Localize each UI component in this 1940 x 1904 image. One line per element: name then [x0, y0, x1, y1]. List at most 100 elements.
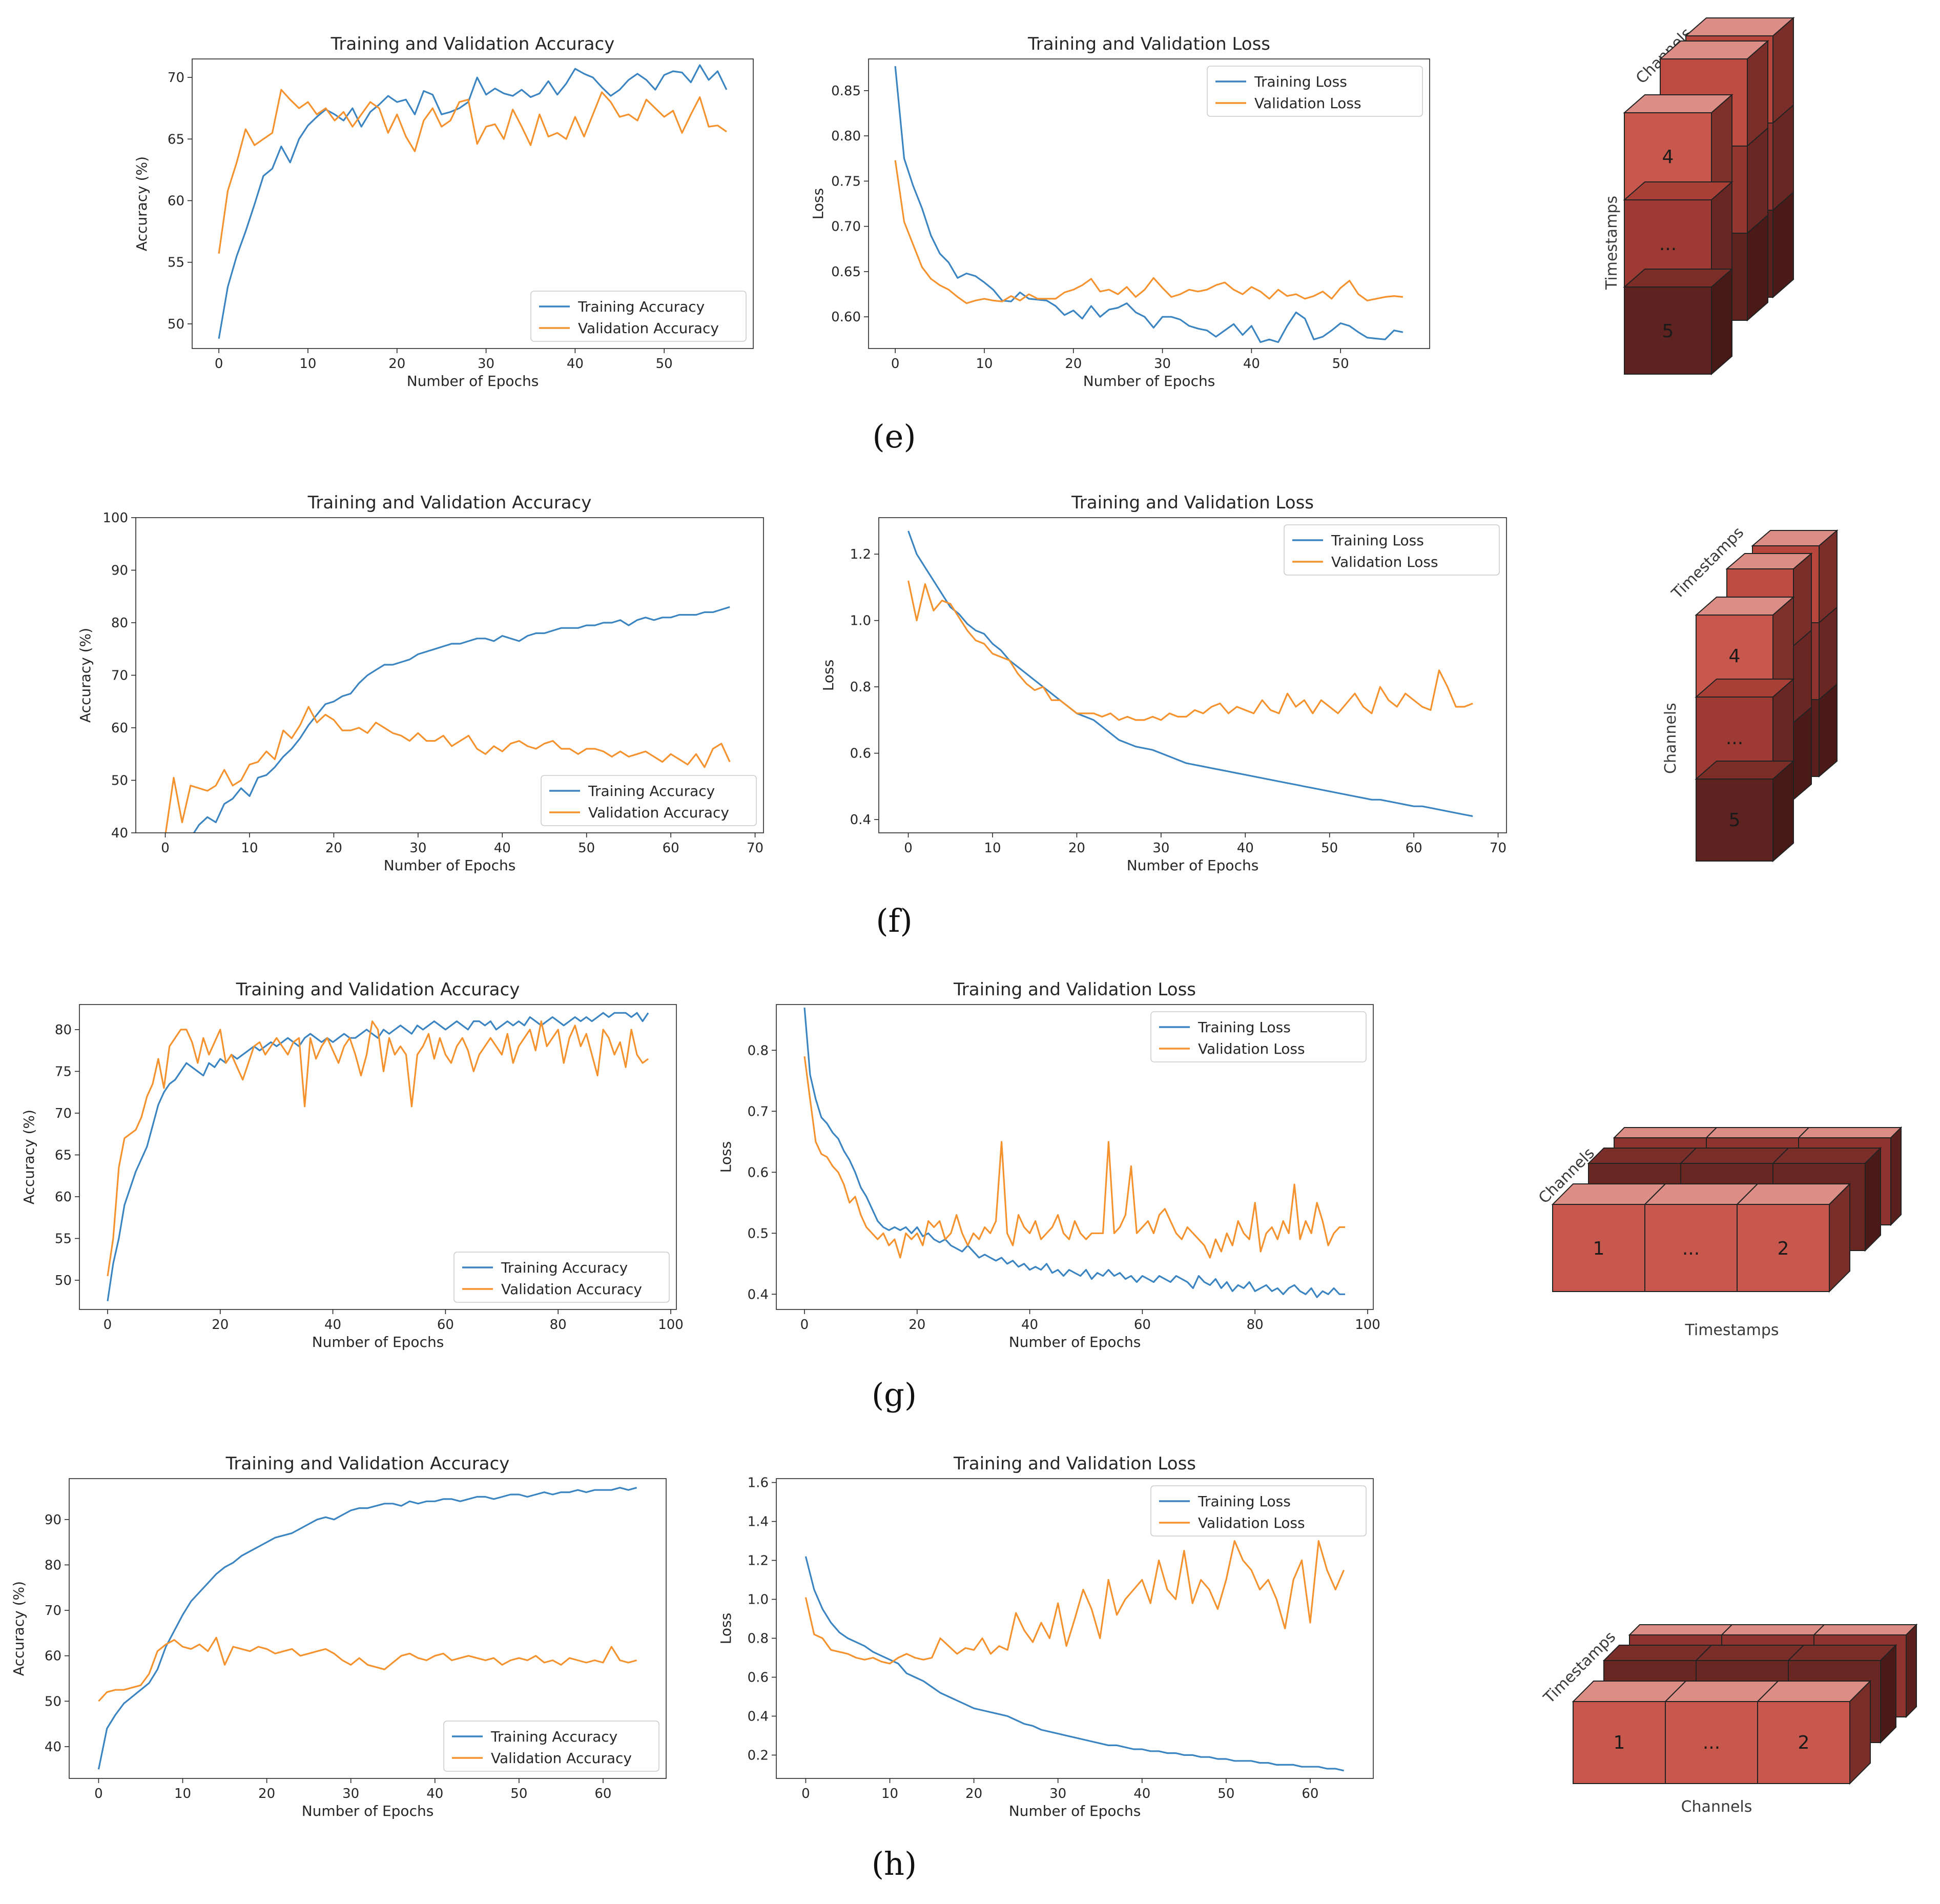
y-axis-label: Loss [820, 660, 837, 691]
y-tick-label: 0.7 [748, 1104, 769, 1119]
caption-h: (h) [871, 1845, 917, 1882]
chart-f-loss: Training and Validation Loss 0 10 20 30 40 50 6… [820, 487, 1517, 882]
chart-h-accuracy-svg: Training and Validation Accuracy 0 10 20 30 4… [10, 1453, 667, 1819]
plot-frame [868, 58, 1430, 349]
cube-cell-right [1757, 1701, 1850, 1784]
legend-label-validation: Validation Accuracy [491, 1750, 632, 1767]
chart-g-accuracy-svg: Training and Validation Accuracy 0 20 40 60 8… [20, 979, 684, 1350]
cube-cell-top-label: 4 [1662, 147, 1674, 168]
y-tick-label: 0.2 [748, 1748, 769, 1763]
plot-frame [878, 517, 1507, 833]
chart-legend: Training Loss Validation Loss [1150, 1485, 1367, 1537]
chart-e-loss-svg: Training and Validation Loss 0 10 20 30 40 50 0… [810, 34, 1430, 390]
y-tick-label: 50 [55, 1273, 72, 1288]
y-axis-label: Accuracy (%) [20, 1110, 37, 1204]
cube-grid: 1 ... 2 [1572, 1623, 1918, 1785]
cube-cell-mid [1665, 1701, 1758, 1784]
y-tick-label: 60 [168, 193, 184, 209]
x-tick-label: 30 [342, 1786, 359, 1801]
y-tick-label: 40 [111, 826, 128, 841]
chart-h-loss-svg: Training and Validation Loss 0 10 20 30 40 50 6… [717, 1453, 1374, 1819]
x-tick-label: 40 [494, 841, 511, 856]
cube-cell-right [1737, 1204, 1830, 1292]
x-tick-label: 0 [800, 1317, 809, 1333]
validation-series-line [803, 1056, 1345, 1259]
y-tick-label: 0.8 [748, 1043, 769, 1058]
x-tick-label: 20 [1068, 841, 1085, 856]
y-tick-label: 70 [55, 1106, 72, 1121]
cube-diagram-h-svg: Timestamps Channels [1540, 1623, 1918, 1816]
cube-cell-mid-label: ... [1726, 728, 1743, 749]
x-tick-label: 100 [658, 1317, 684, 1333]
legend-label-validation: Validation Loss [1331, 554, 1438, 570]
x-tick-label: 40 [1243, 356, 1260, 372]
x-tick-label: 30 [1152, 841, 1169, 856]
x-tick-label: 50 [1321, 841, 1338, 856]
validation-series-line [218, 89, 727, 254]
validation-series-line [98, 1636, 637, 1702]
y-axis-label: Accuracy (%) [10, 1581, 27, 1676]
chart-f-accuracy-svg: Training and Validation Accuracy 0 10 20 30 4… [77, 493, 764, 874]
legend-label-validation: Validation Accuracy [501, 1281, 642, 1298]
x-tick-label: 10 [976, 356, 993, 372]
x-tick-label: 40 [324, 1317, 341, 1333]
y-tick-label: 50 [111, 773, 128, 789]
y-tick-label: 60 [111, 721, 128, 736]
x-tick-label: 40 [1133, 1786, 1150, 1801]
plot-frame [776, 1004, 1374, 1310]
plot-frame [776, 1478, 1374, 1779]
validation-series-line [804, 1540, 1345, 1665]
y-tick-label: 0.6 [850, 746, 871, 762]
x-tick-label: 60 [437, 1317, 454, 1333]
legend-label-training: Training Accuracy [501, 1259, 628, 1276]
chart-e-accuracy: Training and Validation Accuracy 0 10 20 30 4… [133, 28, 763, 397]
cube-diagram-e: Channels Timestamps [1583, 16, 1850, 400]
cube-diagram-g: Channels Timestamps [1532, 1122, 1922, 1358]
y-tick-label: 0.4 [748, 1287, 769, 1302]
x-axis-label: Number of Epochs [312, 1334, 444, 1350]
cube-cell-right-label: 2 [1798, 1732, 1810, 1753]
y-tick-label: 0.65 [831, 264, 861, 280]
y-tick-label: 75 [55, 1064, 72, 1079]
x-tick-label: 70 [747, 841, 763, 856]
legend-label-validation: Validation Loss [1254, 95, 1361, 112]
x-axis-label: Number of Epochs [1127, 857, 1259, 874]
cube-cell-left-label: 1 [1593, 1238, 1605, 1259]
x-tick-label: 30 [1154, 356, 1171, 372]
y-tick-label: 90 [45, 1512, 61, 1528]
y-tick-label: 0.4 [850, 812, 871, 828]
cube-diagram-f: Timestamps Channels [1650, 523, 1865, 876]
chart-h-loss: Training and Validation Loss 0 10 20 30 40 50 6… [717, 1448, 1384, 1827]
y-tick-label: 70 [168, 70, 184, 86]
y-tick-label: 0.80 [831, 129, 861, 144]
y-tick-label: 1.4 [748, 1514, 769, 1530]
chart-title: Training and Validation Accuracy [225, 1453, 510, 1474]
chart-g-loss: Training and Validation Loss 0 20 40 60 80 100… [717, 974, 1384, 1358]
y-tick-label: 60 [45, 1649, 61, 1664]
y-tick-label: 40 [45, 1739, 61, 1755]
x-tick-label: 0 [94, 1786, 103, 1801]
chart-f-accuracy: Training and Validation Accuracy 0 10 20 30 4… [77, 487, 774, 882]
caption-g: (g) [871, 1376, 917, 1414]
validation-series-line [164, 706, 731, 833]
cube-stack: 4 ... 5 [1623, 16, 1795, 376]
y-tick-label: 0.6 [748, 1670, 769, 1685]
chart-legend: Training Accuracy Validation Accuracy [530, 291, 747, 342]
chart-e-accuracy-svg: Training and Validation Accuracy 0 10 20 30 4… [133, 34, 754, 390]
x-tick-label: 60 [1134, 1317, 1151, 1333]
x-tick-label: 20 [388, 356, 405, 372]
legend-label-validation: Validation Accuracy [578, 320, 719, 337]
x-tick-label: 10 [881, 1786, 898, 1801]
plot-frame [69, 1478, 667, 1779]
x-tick-label: 40 [1237, 841, 1254, 856]
chart-f-loss-svg: Training and Validation Loss 0 10 20 30 40 50 6… [820, 493, 1507, 874]
validation-series-line [107, 1020, 649, 1277]
legend-box [1284, 524, 1500, 576]
y-tick-label: 0.4 [748, 1709, 769, 1724]
y-tick-label: 80 [111, 616, 128, 631]
chart-title: Training and Validation Loss [1027, 34, 1270, 54]
legend-box [1207, 66, 1423, 117]
x-tick-label: 20 [258, 1786, 275, 1801]
y-tick-label: 1.2 [850, 547, 871, 562]
legend-label-training: Training Accuracy [577, 298, 705, 315]
